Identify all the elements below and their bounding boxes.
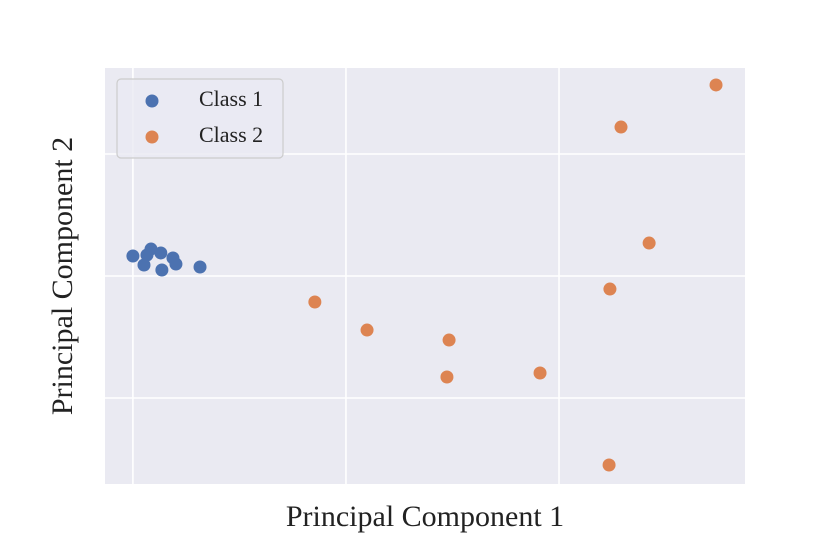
point bbox=[126, 249, 140, 263]
point bbox=[642, 236, 656, 250]
point bbox=[614, 120, 628, 134]
legend-marker bbox=[145, 94, 159, 108]
x-axis-label: Principal Component 1 bbox=[286, 500, 564, 533]
point bbox=[193, 260, 207, 274]
legend-label: Class 1 bbox=[199, 86, 263, 111]
point bbox=[308, 295, 322, 309]
point bbox=[602, 458, 616, 472]
legend-label: Class 2 bbox=[199, 122, 263, 147]
point bbox=[155, 263, 169, 277]
point bbox=[440, 370, 454, 384]
point bbox=[154, 246, 168, 260]
point bbox=[169, 257, 183, 271]
point bbox=[603, 282, 617, 296]
point bbox=[442, 333, 456, 347]
point bbox=[709, 78, 723, 92]
point bbox=[140, 248, 154, 262]
legend-box bbox=[116, 78, 284, 159]
point bbox=[533, 366, 547, 380]
y-axis-label: Principal Component 2 bbox=[46, 137, 79, 415]
point bbox=[137, 258, 151, 272]
legend-marker bbox=[145, 130, 159, 144]
point bbox=[360, 323, 374, 337]
